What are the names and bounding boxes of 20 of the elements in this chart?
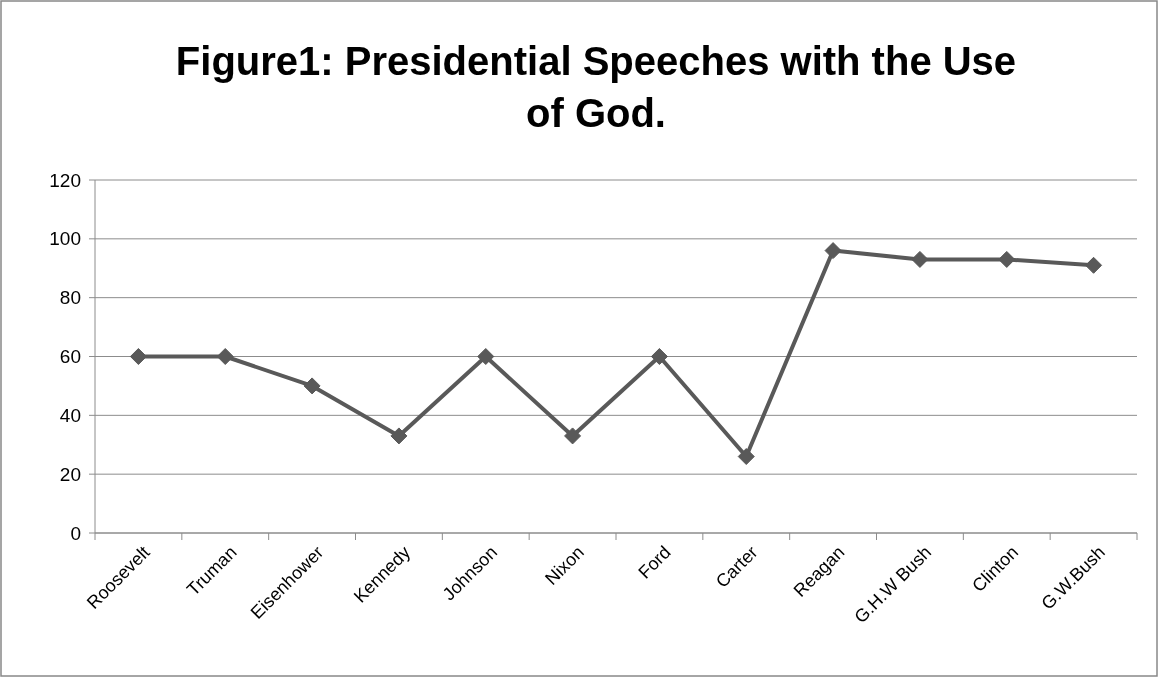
y-tick-label: 100 (49, 228, 81, 250)
y-tick-label: 20 (59, 463, 81, 485)
point (737, 448, 755, 466)
point (911, 250, 929, 268)
point (129, 348, 147, 365)
point (998, 250, 1016, 268)
point (303, 377, 321, 395)
y-tick-label: 120 (49, 169, 81, 191)
y-tick-label: 60 (59, 346, 81, 368)
y-tick-label: 40 (59, 404, 81, 426)
y-tick-label: 80 (59, 287, 81, 309)
point (390, 427, 408, 445)
point (477, 348, 495, 365)
chart-title: Figure1: Presidential Speeches with the Use of God. (175, 39, 1017, 135)
y-tick-label: 0 (70, 522, 81, 544)
point (824, 242, 842, 260)
point (564, 427, 582, 445)
point (1085, 256, 1103, 274)
point (650, 348, 668, 365)
point (216, 348, 234, 365)
